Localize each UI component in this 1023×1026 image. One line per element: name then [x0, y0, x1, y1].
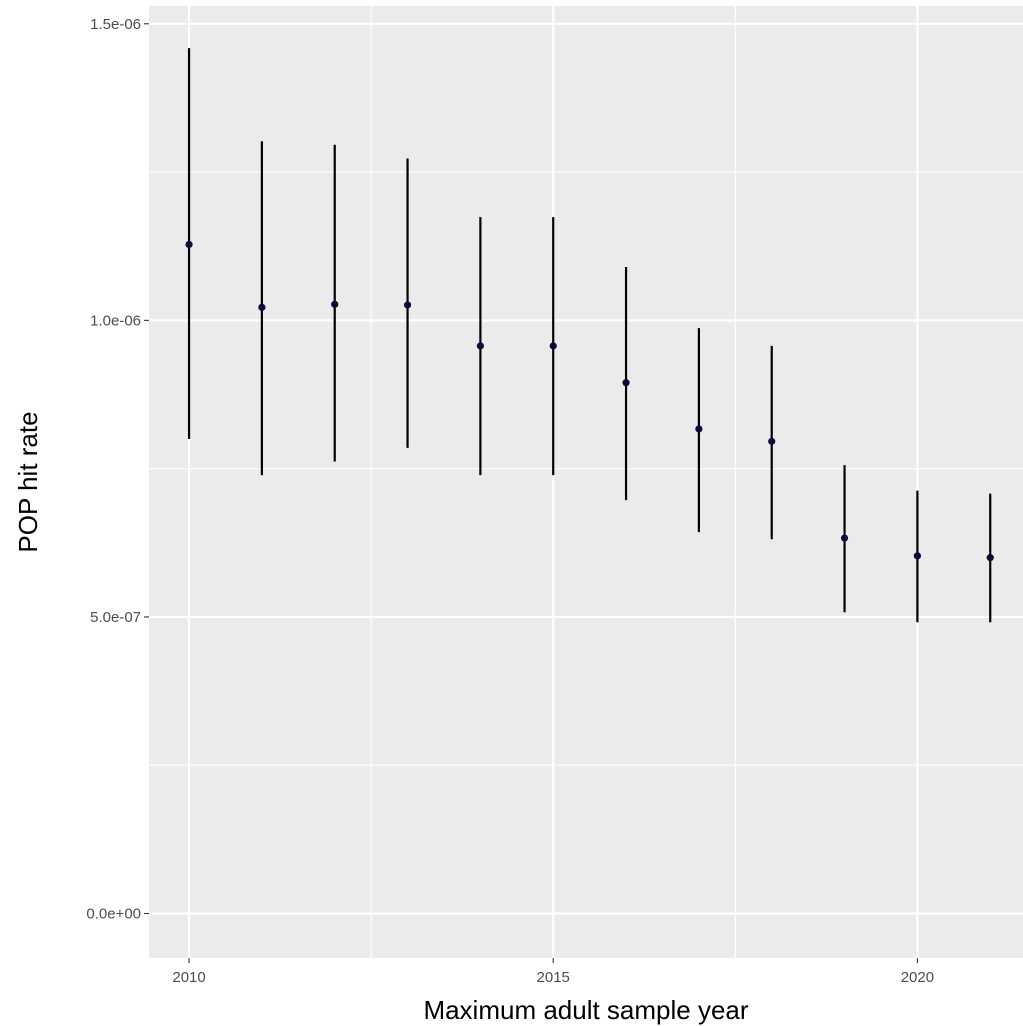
y-axis-title: POP hit rate [13, 411, 43, 552]
y-tick-label: 5.0e-07 [90, 609, 141, 626]
data-point [403, 301, 412, 309]
x-axis-title: Maximum adult sample year [423, 995, 748, 1025]
x-tick-label: 2020 [901, 969, 934, 986]
data-point [185, 240, 193, 249]
x-axis: 2010 2015 2020 [172, 958, 934, 986]
data-point [695, 425, 703, 433]
data-point [549, 342, 557, 350]
data-point [258, 303, 266, 311]
y-tick-label: 0.0e+00 [86, 906, 141, 923]
data-point [476, 342, 484, 350]
minor-gridlines [149, 6, 1023, 958]
y-tick-label: 1.5e-06 [90, 16, 141, 33]
data-point [331, 300, 339, 308]
x-tick-label: 2015 [537, 969, 570, 986]
y-tick-label: 1.0e-06 [90, 312, 141, 329]
y-axis: 0.0e+00 5.0e-07 1.0e-06 1.5e-06 [86, 16, 149, 923]
plot-panel [149, 6, 1023, 958]
data-point [986, 554, 994, 562]
x-tick-label: 2010 [172, 969, 205, 986]
data-point [840, 534, 849, 542]
data-point [622, 379, 630, 387]
data-point [913, 552, 921, 560]
data-point [768, 437, 776, 445]
data-points [185, 240, 994, 562]
